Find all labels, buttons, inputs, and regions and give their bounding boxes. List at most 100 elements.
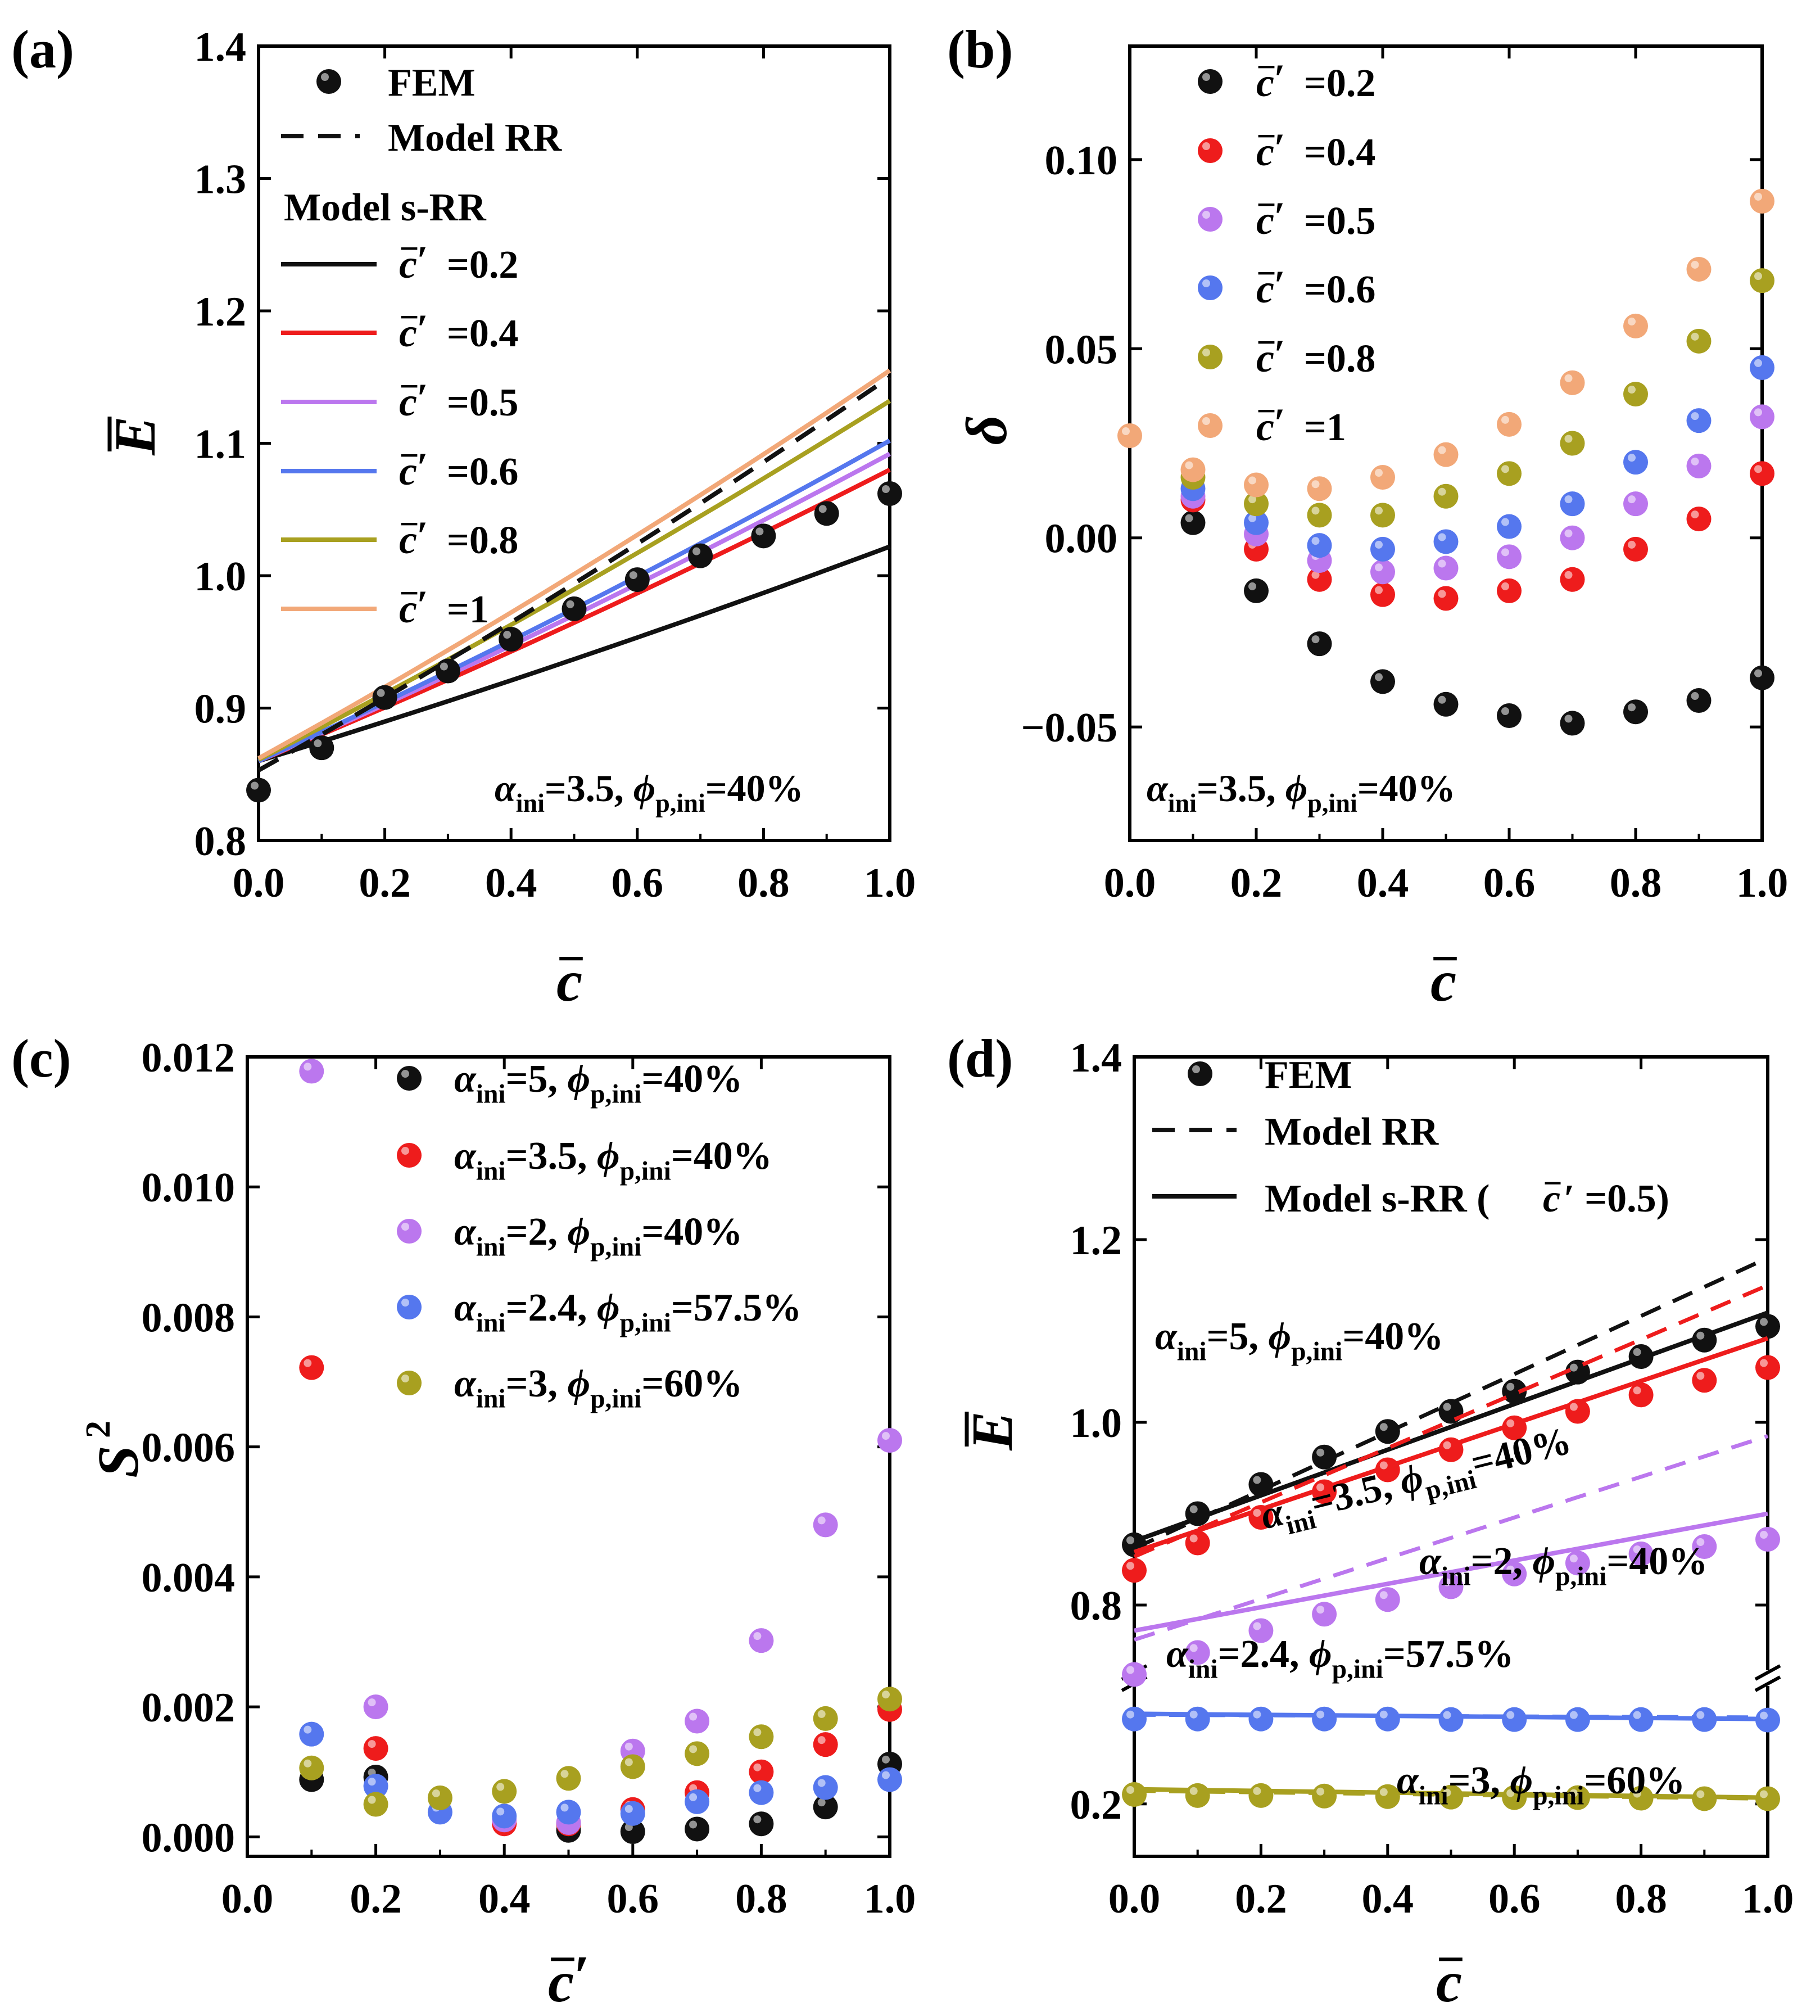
delta-point: [1560, 491, 1585, 517]
point-body: [1307, 533, 1332, 558]
legend-c-symbol: c ′: [399, 582, 428, 631]
point-highlight: [1438, 559, 1446, 568]
point-body: [1692, 1327, 1717, 1353]
fem-point: [751, 523, 776, 549]
legend-c-symbol: c ′: [1256, 332, 1285, 381]
model-rr-curve: [257, 375, 891, 772]
fem-point: [1692, 1327, 1717, 1353]
s2-point: [620, 1754, 645, 1779]
delta-point: [1244, 472, 1269, 498]
x-tick-label: 0.4: [1357, 860, 1409, 906]
c-prime: ′: [1274, 400, 1285, 445]
point-body: [1188, 1061, 1212, 1086]
legend-srr: Model s-RR (: [1265, 1177, 1489, 1221]
y-tick-label: 0.002: [142, 1685, 236, 1731]
point-body: [1497, 412, 1522, 437]
point-highlight: [560, 1803, 569, 1812]
s2-point: [299, 1355, 324, 1380]
point-highlight: [1501, 415, 1509, 424]
point-body: [1198, 345, 1223, 369]
y-label-letter: S: [86, 1445, 151, 1478]
legend-value: =1: [447, 588, 489, 631]
label-part: ini: [1177, 1337, 1207, 1367]
label-part: =40%: [1606, 1540, 1708, 1583]
point-highlight: [1248, 495, 1256, 504]
label-part: =2,: [1471, 1540, 1533, 1583]
fem-point: [1312, 1706, 1337, 1732]
s2-point: [749, 1628, 774, 1653]
label-part: =40%: [641, 1057, 743, 1101]
point-highlight: [689, 1745, 698, 1753]
fem-point: [1122, 1662, 1147, 1687]
point-highlight: [1628, 317, 1636, 326]
fem-point: [1628, 1344, 1654, 1369]
fem-point: [1122, 1558, 1147, 1583]
label-part: α: [454, 1362, 477, 1405]
legend-c-symbol: c ′: [399, 513, 428, 562]
label-part: =2,: [506, 1210, 568, 1254]
label-part: p,ini: [620, 1157, 671, 1186]
model-rr-line: [1133, 1434, 1769, 1642]
point-body: [877, 1428, 902, 1453]
y-tick-label: 1.1: [194, 422, 247, 468]
point-highlight: [1189, 1710, 1198, 1719]
point-body: [363, 1792, 388, 1817]
model-srr-curve: [257, 544, 891, 763]
label-part: =40%: [1342, 1315, 1443, 1358]
point-highlight: [314, 739, 322, 748]
point-highlight: [1316, 1787, 1325, 1796]
label-part: p,ini: [1533, 1782, 1584, 1811]
point-highlight: [1691, 510, 1699, 519]
point-body: [556, 1800, 581, 1825]
point-body: [1502, 1707, 1527, 1732]
point-highlight: [401, 1070, 409, 1078]
point-body: [1312, 1444, 1337, 1470]
point-highlight: [1438, 533, 1446, 541]
delta-point: [1623, 699, 1648, 725]
legend-marker: [1198, 345, 1223, 369]
s2-point: [685, 1789, 710, 1814]
point-body: [1122, 1662, 1147, 1687]
point-body: [1692, 1368, 1717, 1393]
label-part: p,ini: [655, 789, 705, 818]
point-body: [1497, 461, 1522, 486]
delta-point: [1750, 404, 1774, 430]
point-body: [1185, 1530, 1210, 1556]
x-tick-label: 0.6: [607, 1876, 659, 1922]
point-highlight: [1375, 507, 1383, 515]
point-body: [1198, 69, 1223, 94]
point-body: [1375, 1706, 1400, 1732]
point-body: [363, 1736, 388, 1761]
point-highlight: [1564, 374, 1573, 382]
delta-point: [1623, 491, 1648, 517]
point-highlight: [1202, 279, 1210, 287]
label-part: p,ini: [1291, 1337, 1342, 1367]
label-part: α: [1155, 1315, 1178, 1358]
legend-c-symbol: c ′: [399, 306, 428, 355]
y-tick-label: 0.010: [142, 1165, 236, 1211]
delta-point: [1750, 188, 1774, 214]
label-part: α: [454, 1210, 477, 1254]
point-highlight: [1248, 582, 1256, 590]
fem-point: [1122, 1782, 1147, 1807]
delta-point: [1623, 313, 1648, 338]
point-body: [556, 1766, 581, 1791]
point-highlight: [882, 1755, 890, 1764]
fem-point: [1438, 1784, 1464, 1810]
point-highlight: [1126, 1786, 1134, 1794]
legend-value: =0.6: [1304, 268, 1375, 311]
point-body: [1198, 138, 1223, 163]
y-tick-label: 0.000: [142, 1815, 236, 1861]
y-tick-label: 0.9: [194, 686, 247, 733]
point-highlight: [321, 73, 329, 81]
x-tick-label: 0.0: [221, 1876, 274, 1922]
series-label: αini=5, ϕp,ini=40%: [1155, 1315, 1443, 1367]
delta-point: [1307, 476, 1332, 501]
point-highlight: [1633, 1348, 1641, 1356]
point-body: [1560, 711, 1585, 736]
point-highlight: [440, 662, 448, 671]
point-body: [1623, 699, 1648, 725]
y-axis-label-d: E: [960, 1411, 1025, 1450]
point-body: [1686, 507, 1712, 532]
point-body: [1198, 207, 1223, 232]
